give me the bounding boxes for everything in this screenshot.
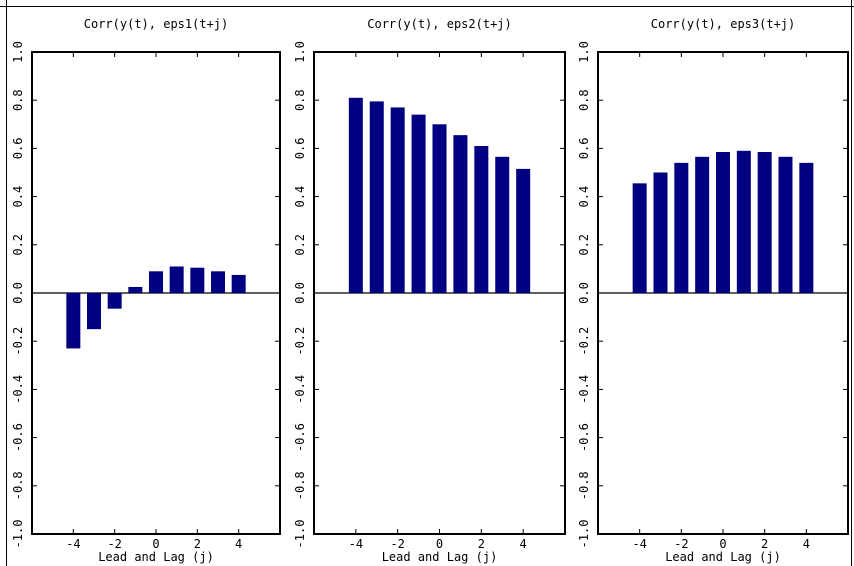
bar-j0 xyxy=(716,152,730,293)
axes-box xyxy=(31,51,281,535)
bar-j4 xyxy=(231,274,246,293)
axes-box xyxy=(597,51,849,535)
x-axis-label: Lead and Lag (j) xyxy=(382,550,498,564)
y-tick-label: 1.0 xyxy=(293,41,307,63)
bar-j3 xyxy=(495,156,510,293)
bar-j-3 xyxy=(369,101,384,293)
y-tick-label: 0.6 xyxy=(577,138,591,160)
y-tick-label: 0.0 xyxy=(293,282,307,304)
y-tick-label: -0.8 xyxy=(577,471,591,500)
y-tick-label: -1.0 xyxy=(293,520,307,549)
bar-j0 xyxy=(149,271,163,293)
bar-j-3 xyxy=(653,172,668,293)
y-tick-label: 1.0 xyxy=(577,41,591,63)
y-tick-label: -1.0 xyxy=(11,520,25,549)
y-tick-label: -0.2 xyxy=(11,327,25,356)
y-tick-label: 0.2 xyxy=(11,234,25,256)
bar-j0 xyxy=(432,124,447,293)
bar-j1 xyxy=(169,266,184,293)
chart-title: Corr(y(t), eps2(t+j) xyxy=(367,17,512,31)
x-tick-label: -4 xyxy=(349,537,363,551)
bar-j-2 xyxy=(107,293,122,309)
y-tick-label: 0.4 xyxy=(293,186,307,208)
x-tick-label: 2 xyxy=(761,537,768,551)
bar-j-4 xyxy=(632,183,647,293)
y-tick-label: -1.0 xyxy=(577,520,591,549)
y-tick-label: -0.4 xyxy=(11,375,25,404)
y-tick-label: 0.2 xyxy=(293,234,307,256)
x-tick-label: -4 xyxy=(632,537,646,551)
y-tick-label: -0.4 xyxy=(293,375,307,404)
bar-j-3 xyxy=(87,293,101,330)
y-tick-label: 0.0 xyxy=(577,282,591,304)
y-tick-label: 0.6 xyxy=(11,138,25,160)
bar-j2 xyxy=(474,145,489,293)
bar-j-4 xyxy=(348,97,363,293)
chart-panel-2: Corr(y(t), eps2(t+j) -1.0 -0.8 -0.6 -0.4 -0.2… xyxy=(293,17,566,564)
bar-j4 xyxy=(516,168,531,293)
chart-title: Corr(y(t), eps3(t+j) xyxy=(651,17,796,31)
x-tick-label: 0 xyxy=(436,537,443,551)
y-tick-label: 0.6 xyxy=(293,138,307,160)
bar-j-2 xyxy=(674,162,689,293)
bar-j1 xyxy=(736,150,751,293)
x-tick-label: -4 xyxy=(66,537,80,551)
y-tick-label: -0.6 xyxy=(293,423,307,452)
y-tick-label: -0.8 xyxy=(11,471,25,500)
x-tick-label: 4 xyxy=(235,537,242,551)
y-tick-label: -0.2 xyxy=(577,327,591,356)
x-tick-label: 4 xyxy=(803,537,810,551)
chart-panel-3: Corr(y(t), eps3(t+j) -1.0 -0.8 -0.6 -0.4 -0.2… xyxy=(577,17,849,564)
bar-j-1 xyxy=(411,114,426,293)
bar-j-4 xyxy=(66,293,81,349)
y-tick-label: 0.4 xyxy=(11,186,25,208)
bar-j-1 xyxy=(128,286,143,293)
y-tick-label: 0.4 xyxy=(577,186,591,208)
bar-j2 xyxy=(190,267,205,293)
y-tick-label: 1.0 xyxy=(11,41,25,63)
y-tick-label: 0.8 xyxy=(11,89,25,111)
chart-panel-1: Corr(y(t), eps1(t+j) -1.0 -0.8 -0.6 -0.4 -0.2… xyxy=(11,17,281,564)
y-tick-label: -0.4 xyxy=(577,375,591,404)
x-tick-label: 0 xyxy=(719,537,726,551)
bar-j3 xyxy=(778,156,793,293)
y-tick-label: -0.6 xyxy=(11,423,25,452)
chart-title: Corr(y(t), eps1(t+j) xyxy=(84,17,229,31)
x-tick-label: -2 xyxy=(107,537,121,551)
y-tick-label: -0.6 xyxy=(577,423,591,452)
y-tick-label: 0.2 xyxy=(577,234,591,256)
x-tick-label: 2 xyxy=(194,537,201,551)
bar-j3 xyxy=(211,271,225,293)
x-axis-label: Lead and Lag (j) xyxy=(98,550,214,564)
bar-j1 xyxy=(453,135,468,293)
bar-j-1 xyxy=(695,156,710,293)
x-tick-label: 4 xyxy=(520,537,527,551)
y-tick-label: -0.2 xyxy=(293,327,307,356)
bar-j2 xyxy=(757,152,772,293)
bar-j-2 xyxy=(390,107,405,294)
y-tick-label: 0.8 xyxy=(577,89,591,111)
bar-j4 xyxy=(799,162,814,293)
x-tick-label: -2 xyxy=(390,537,404,551)
y-tick-label: 0.0 xyxy=(11,282,25,304)
y-tick-label: -0.8 xyxy=(293,471,307,500)
x-tick-label: 0 xyxy=(152,537,159,551)
y-tick-label: 0.8 xyxy=(293,89,307,111)
x-tick-label: -2 xyxy=(674,537,688,551)
x-tick-label: 2 xyxy=(478,537,485,551)
x-axis-label: Lead and Lag (j) xyxy=(665,550,781,564)
axes-box xyxy=(313,51,566,535)
